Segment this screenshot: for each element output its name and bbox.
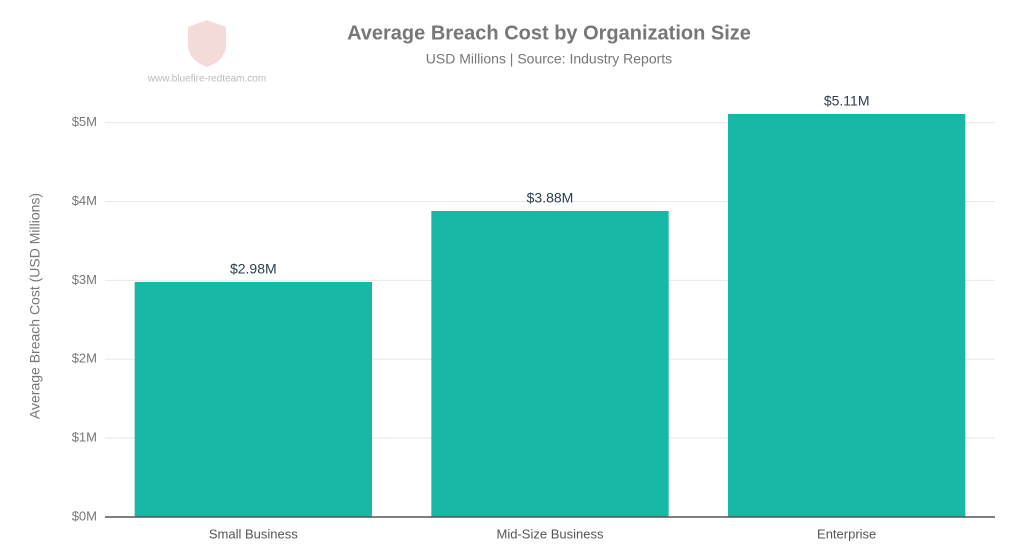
x-tick-label: Enterprise (817, 526, 876, 541)
y-tick-label: $0M (72, 508, 97, 523)
y-tick-label: $5M (72, 114, 97, 129)
x-tick-label: Small Business (209, 526, 298, 541)
data-label: $3.88M (527, 190, 574, 206)
y-tick-label: $4M (72, 193, 97, 208)
watermark-logo (188, 20, 226, 67)
bar (728, 113, 966, 517)
y-axis-label: Average Breach Cost (USD Millions) (27, 193, 43, 419)
bar (431, 210, 669, 518)
watermark-text: www.bluefire-redteam.com (147, 74, 266, 85)
chart-subtitle: USD Millions | Source: Industry Reports (426, 51, 672, 67)
data-label: $2.98M (230, 261, 277, 277)
data-label: $5.11M (824, 93, 870, 109)
y-tick-label: $2M (72, 351, 97, 366)
bar (134, 281, 372, 517)
y-tick-label: $3M (72, 272, 97, 287)
chart-title: Average Breach Cost by Organization Size (347, 22, 751, 44)
y-tick-label: $1M (72, 430, 97, 445)
x-tick-label: Mid-Size Business (497, 526, 604, 541)
